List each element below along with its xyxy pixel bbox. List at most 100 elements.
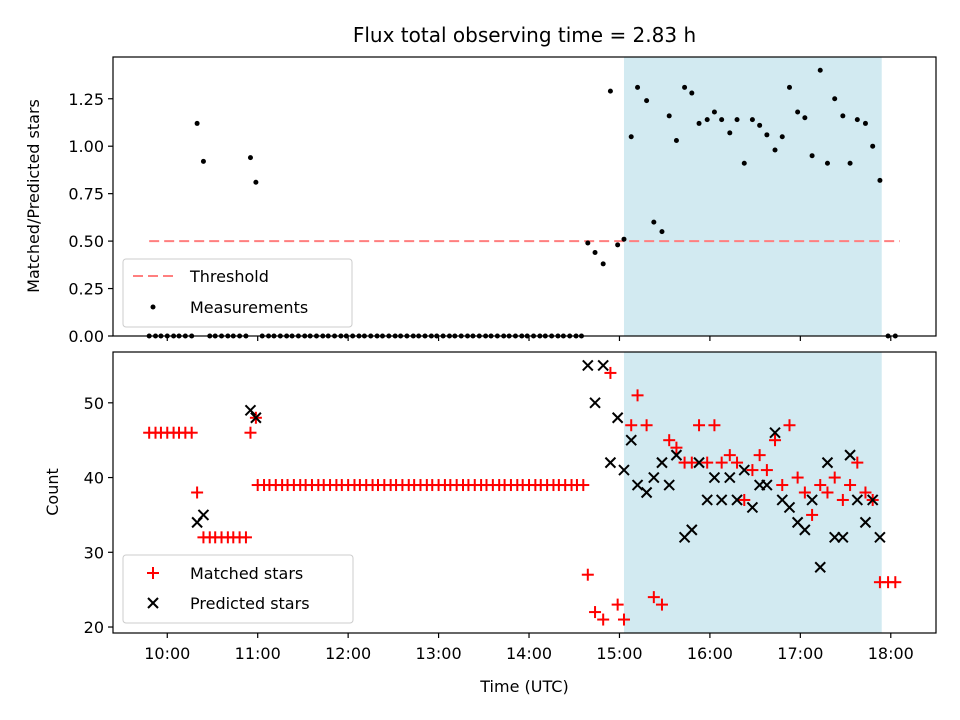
predicted-star-point	[829, 531, 841, 544]
predicted-star-point	[859, 516, 872, 529]
matched-star-point	[185, 426, 198, 439]
y-tick-label: 30	[84, 543, 104, 562]
predicted-star-point	[618, 464, 630, 476]
predicted-star-point	[656, 456, 668, 469]
predicted-star-point	[708, 471, 721, 484]
matched-star-point	[760, 464, 773, 477]
y-tick-label: 50	[84, 394, 104, 413]
predicted-star-point	[670, 449, 683, 461]
predicted-star-point	[631, 479, 644, 491]
measurement-point	[200, 158, 206, 164]
measurement-point	[659, 229, 665, 235]
top-y-axis-label: Matched/Predicted stars	[24, 99, 43, 293]
matched-star-point	[859, 486, 872, 499]
matched-star-point	[844, 479, 857, 492]
chart-title: Flux total observing time = 2.83 h	[353, 23, 696, 47]
legend-predicted-swatch	[147, 597, 159, 609]
predicted-star-point	[738, 464, 750, 476]
top-shaded-span	[623, 57, 882, 336]
predicted-star-point	[597, 359, 609, 372]
predicted-star-point	[821, 456, 834, 469]
measurement-point	[809, 153, 815, 159]
y-tick-label: 0.75	[68, 185, 104, 204]
matched-star-point	[604, 366, 617, 379]
top-legend-box	[122, 258, 353, 328]
predicted-star-point	[761, 479, 773, 491]
top-x-ticks	[166, 336, 892, 341]
y-tick-label: 0.25	[68, 280, 104, 299]
measurement-point	[615, 242, 621, 248]
x-tick-label: 12:00	[325, 644, 371, 663]
measurement-point	[772, 147, 778, 153]
matched-star-point	[851, 456, 864, 469]
measurement-point	[786, 84, 792, 90]
matched-star-point	[597, 613, 610, 626]
matched-star-point	[244, 426, 257, 439]
matched-star-point	[191, 486, 204, 499]
legend-measurements-label: Measurements	[190, 298, 308, 317]
x-axis-label: Time (UTC)	[479, 677, 568, 696]
matched-star-point	[723, 449, 736, 462]
matched-star-point	[647, 591, 660, 604]
top-legend: Threshold Measurements	[122, 258, 353, 328]
measurement-point	[682, 84, 688, 90]
matched-star-point	[611, 598, 624, 611]
measurement-point	[689, 90, 695, 96]
predicted-star-point	[874, 531, 886, 544]
measurement-point	[870, 143, 876, 149]
predicted-star-point	[693, 456, 705, 469]
bottom-y-axis-label: Count	[43, 468, 62, 516]
measurement-point	[673, 138, 679, 144]
predicted-star-point	[799, 524, 811, 536]
x-tick-label: 18:00	[868, 644, 914, 663]
matched-star-point	[731, 456, 744, 469]
y-tick-label: 1.00	[68, 137, 104, 156]
matched-star-point	[836, 493, 849, 506]
x-tick-label: 14:00	[506, 644, 552, 663]
predicted-star-point	[769, 427, 781, 439]
matched-star-point	[738, 493, 751, 506]
measurement-point	[585, 240, 591, 246]
matched-star-point	[791, 471, 804, 484]
predicted-star-point	[837, 531, 849, 544]
predicted-star-point	[686, 524, 698, 536]
x-tick-label: 16:00	[687, 644, 733, 663]
bottom-legend-box	[122, 554, 354, 624]
count-points	[143, 359, 902, 626]
matched-star-point	[889, 576, 902, 589]
predicted-star-point	[844, 449, 856, 461]
matched-star-point	[701, 456, 714, 469]
measurement-point	[719, 117, 725, 123]
matched-star-point	[814, 479, 827, 492]
legend-matched-swatch	[147, 567, 159, 579]
measurement-point	[840, 113, 846, 119]
matched-star-point	[806, 508, 819, 521]
matched-star-point	[769, 434, 782, 447]
y-tick-label: 40	[84, 469, 104, 488]
measurement-points	[146, 67, 898, 339]
bottom-axes-frame	[112, 351, 937, 634]
bottom-shaded-span	[623, 352, 882, 633]
measurement-point	[741, 160, 747, 166]
matched-star-point	[617, 613, 630, 626]
measurement-point	[832, 96, 838, 102]
x-tick-label: 11:00	[235, 644, 281, 663]
measurement-point	[847, 160, 853, 166]
matched-star-point	[239, 531, 252, 544]
predicted-star-point	[814, 561, 826, 573]
measurement-point	[607, 88, 613, 94]
x-tick-label: 17:00	[777, 644, 823, 663]
predicted-star-point	[724, 471, 736, 484]
measurement-point	[877, 177, 883, 183]
measurement-point	[802, 115, 808, 121]
matched-star-point	[663, 434, 676, 447]
y-tick-label: 20	[84, 618, 104, 637]
predicted-star-point	[611, 412, 624, 424]
predicted-star-point	[582, 359, 594, 372]
bottom-y-ticks: 20 30 40 50	[84, 394, 113, 637]
matched-star-point	[640, 419, 653, 432]
y-tick-label: 0.00	[68, 327, 104, 346]
matched-star-point	[631, 389, 644, 402]
predicted-star-point	[783, 501, 796, 514]
